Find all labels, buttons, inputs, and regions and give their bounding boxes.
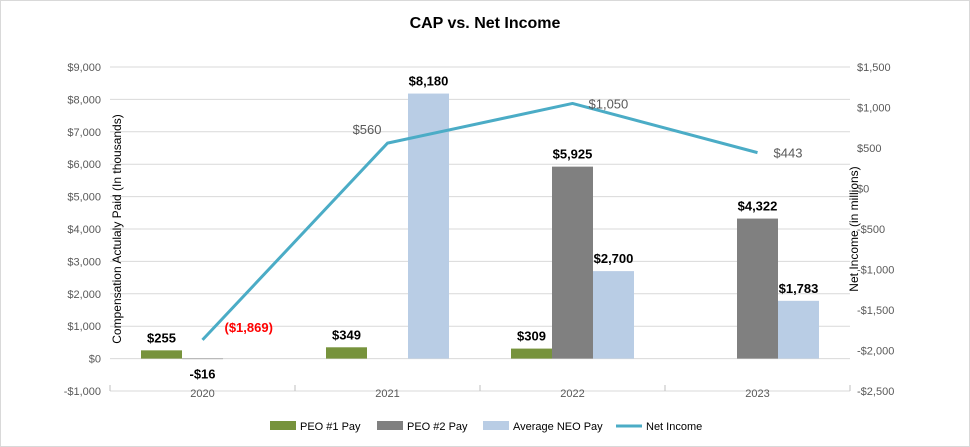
y-tick-label: $2,000 [67,289,101,301]
y-tick-label: $6,000 [67,159,101,171]
x-tick-label: 2020 [190,388,214,400]
y2-tick-label: -$500 [857,224,885,236]
y2-tick-label: -$1,000 [857,265,894,277]
bar-peo-2-pay [552,166,593,359]
y-tick-label: $0 [89,354,101,366]
y2-tick-label: $500 [857,143,881,155]
bar-data-label: $8,180 [409,74,449,89]
bar-data-label: $2,700 [594,251,634,266]
y-tick-label: $3,000 [67,256,101,268]
y-tick-label: $8,000 [67,94,101,106]
y-tick-label: $1,000 [67,321,101,333]
y-axis-title: Compensation Actulaly Paid (In thousands… [110,114,124,343]
bar-data-label: $4,322 [738,199,778,214]
chart-title: CAP vs. Net Income [410,15,561,32]
y2-tick-label: $1,000 [857,103,891,115]
bar-average-neo-pay [593,271,634,359]
legend-swatch [377,421,403,430]
y2-tick-label: -$2,500 [857,386,894,398]
y2-tick-label: $1,500 [857,62,891,74]
y-tick-label: $9,000 [67,62,101,74]
x-tick-label: 2023 [745,388,769,400]
y-tick-label: $7,000 [67,127,101,139]
x-tick-label: 2021 [375,388,399,400]
line-data-label: $560 [353,122,382,137]
bar-peo-2-pay [182,358,223,360]
legend-swatch [483,421,509,430]
y2-tick-label: -$2,000 [857,346,894,358]
y2-axis-title: Net Income (in millions) [847,166,861,291]
bar-data-label: $309 [517,329,546,344]
bar-data-label: $255 [147,330,176,345]
legend-swatch [270,421,296,430]
bar-data-label: -$16 [189,367,215,382]
legend-label: PEO #1 Pay [300,421,361,433]
bar-average-neo-pay [778,300,819,359]
bar-data-label: $5,925 [553,147,593,162]
y-tick-label: $4,000 [67,224,101,236]
line-data-label: ($1,869) [225,320,273,335]
bar-peo-1-pay [141,350,182,359]
y-tick-label: $5,000 [67,192,101,204]
bar-peo-2-pay [737,218,778,359]
legend-label: Average NEO Pay [513,421,603,433]
line-data-label: $443 [774,146,803,161]
y2-tick-label: $0 [857,184,869,196]
x-tick-label: 2022 [560,388,584,400]
bar-peo-1-pay [511,348,552,359]
line-data-label: $1,050 [589,96,629,111]
y-tick-label: -$1,000 [64,386,101,398]
y2-tick-label: -$1,500 [857,305,894,317]
net-income-line [201,101,758,341]
legend-label: Net Income [646,421,702,433]
legend-label: PEO #2 Pay [407,421,468,433]
bar-data-label: $1,783 [779,281,819,296]
bar-data-label: $349 [332,327,361,342]
bar-peo-1-pay [326,347,367,359]
